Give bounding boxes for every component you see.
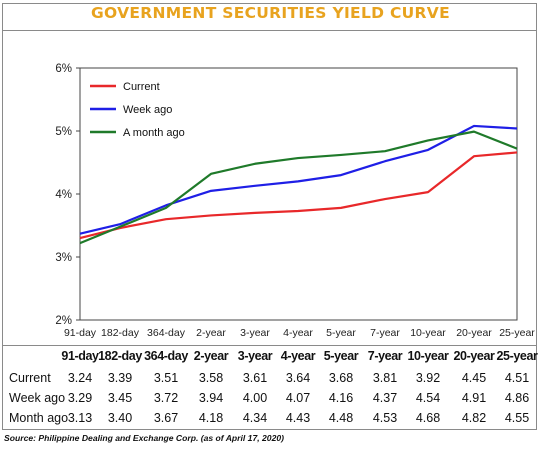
table-cell: 4.91 xyxy=(461,391,487,405)
table-cell: 4.43 xyxy=(285,411,311,425)
source-note: Source: Philippine Dealing and Exchange … xyxy=(4,433,284,443)
x-tick-label: 182-day xyxy=(101,327,140,339)
table-cell: 3.40 xyxy=(107,411,133,425)
table-header-cell: 364-day xyxy=(144,349,188,363)
table-cell: 4.45 xyxy=(461,371,487,385)
table-header-row: 91-day 182-day 364-day 2-year 3-year 4-year 5-… xyxy=(3,349,538,369)
table-row: Current 3.24 3.39 3.51 3.58 3.61 3.64 3.68 3.81 3… xyxy=(3,371,536,391)
table-cell: 3.39 xyxy=(107,371,133,385)
table-cell: 3.13 xyxy=(67,411,93,425)
chart-legend: Current Week ago A month ago xyxy=(90,81,185,139)
table-header-cell: 182-day xyxy=(98,349,142,363)
legend-label: Current xyxy=(123,81,160,93)
table-cell: 3.24 xyxy=(67,371,93,385)
table-cell: 3.29 xyxy=(67,391,93,405)
legend-label: Week ago xyxy=(123,104,172,116)
x-tick-label: 364-day xyxy=(147,327,186,339)
series-line-a-month-ago xyxy=(79,130,518,245)
table-cell: 4.16 xyxy=(328,391,354,405)
table-cell: 3.92 xyxy=(415,371,441,385)
table-row: Week ago 3.29 3.45 3.72 3.94 4.00 4.07 4.16 4.37… xyxy=(3,391,536,411)
table-cell: 4.07 xyxy=(285,391,311,405)
x-tick-label: 10-year xyxy=(410,327,446,339)
table-cell: 4.51 xyxy=(504,371,530,385)
table-header-cell: 10-year xyxy=(407,349,449,363)
table-cell: 3.67 xyxy=(153,411,179,425)
table-cell: 4.37 xyxy=(372,391,398,405)
series-line-current xyxy=(79,151,518,240)
title-divider xyxy=(3,30,536,31)
series-line-week-ago xyxy=(79,124,518,235)
x-tick-label: 25-year xyxy=(499,327,535,339)
y-tick-label: 6% xyxy=(55,63,72,75)
table-row-label: Month ago xyxy=(9,411,69,425)
table-row: Month ago 3.13 3.40 3.67 4.18 4.34 4.43 4.48 4.5… xyxy=(3,411,536,431)
table-cell: 3.68 xyxy=(328,371,354,385)
table-cell: 3.64 xyxy=(285,371,311,385)
y-tick-label: 5% xyxy=(55,126,72,138)
y-tick-label: 2% xyxy=(55,315,72,327)
y-tick-label: 4% xyxy=(55,189,72,201)
x-tick-label: 7-year xyxy=(370,327,400,339)
table-header-cell: 4-year xyxy=(280,349,316,363)
chart-frame xyxy=(2,3,537,430)
chart-series xyxy=(79,124,518,245)
table-cell: 4.18 xyxy=(198,411,224,425)
table-cell: 4.48 xyxy=(328,411,354,425)
table-cell: 3.72 xyxy=(153,391,179,405)
chart-table-divider xyxy=(3,345,536,346)
chart-title: GOVERNMENT SECURITIES YIELD CURVE xyxy=(91,4,450,22)
table-cell: 4.68 xyxy=(415,411,441,425)
table-header-cell: 3-year xyxy=(237,349,273,363)
x-tick-label: 91-day xyxy=(64,327,97,339)
table-header-cell: 2-year xyxy=(193,349,229,363)
table-header-cell: 20-year xyxy=(453,349,495,363)
table-cell: 4.54 xyxy=(415,391,441,405)
table-cell: 4.34 xyxy=(242,411,268,425)
table-header-cell: 7-year xyxy=(367,349,403,363)
legend-label: A month ago xyxy=(123,127,185,139)
table-cell: 3.81 xyxy=(372,371,398,385)
chart-axes: 2% 3% 4% 5% 6% 91-day 182-day 364-day 2-year 3-ye… xyxy=(55,63,535,339)
table-cell: 3.94 xyxy=(198,391,224,405)
table-cell: 4.86 xyxy=(504,391,530,405)
y-tick-label: 3% xyxy=(55,252,72,264)
x-tick-label: 2-year xyxy=(196,327,226,339)
table-header-cell: 5-year xyxy=(323,349,359,363)
table-cell: 4.55 xyxy=(504,411,530,425)
table-row-label: Week ago xyxy=(9,391,66,405)
table-cell: 4.53 xyxy=(372,411,398,425)
table-cell: 4.00 xyxy=(242,391,268,405)
x-tick-label: 3-year xyxy=(240,327,270,339)
x-tick-label: 4-year xyxy=(283,327,313,339)
table-cell: 4.82 xyxy=(461,411,487,425)
table-row-label: Current xyxy=(9,371,51,385)
table-header-cell: 91-day xyxy=(61,349,99,363)
table-cell: 3.61 xyxy=(242,371,268,385)
table-cell: 3.51 xyxy=(153,371,179,385)
table-cell: 3.58 xyxy=(198,371,224,385)
x-tick-label: 5-year xyxy=(326,327,356,339)
yield-curve-chart: 2% 3% 4% 5% 6% 91-day 182-day 364-day 2-year 3-ye… xyxy=(55,63,535,339)
x-tick-label: 20-year xyxy=(456,327,492,339)
table-cell: 3.45 xyxy=(107,391,133,405)
table-header-cell: 25-year xyxy=(496,349,538,363)
